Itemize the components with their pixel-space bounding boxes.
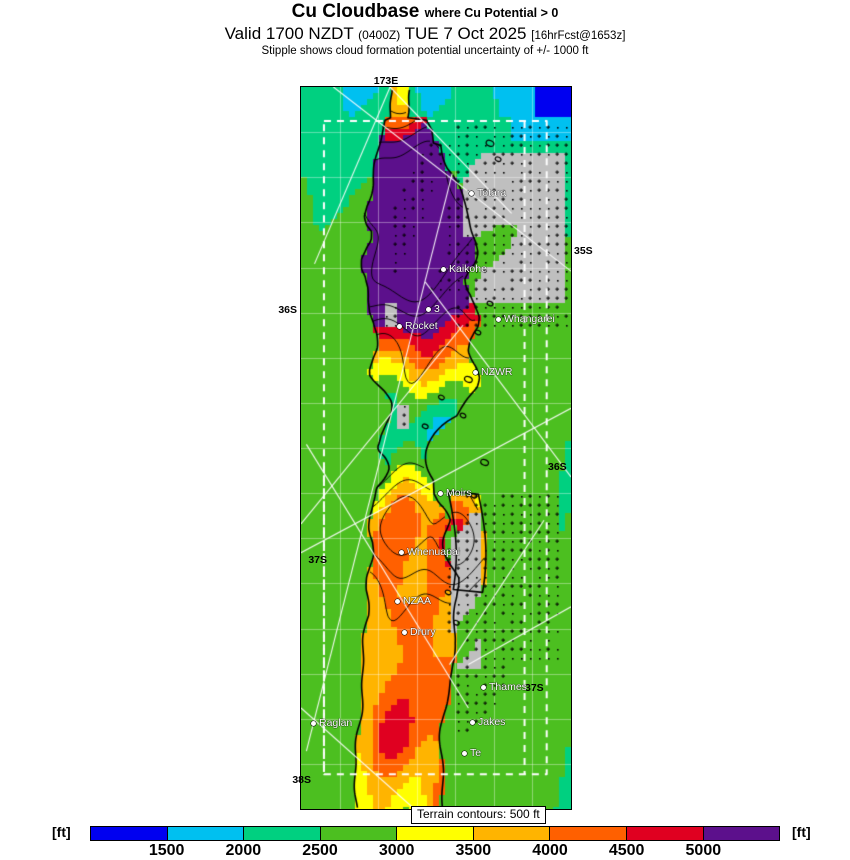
valid-time: Valid 1700 NZDT xyxy=(224,24,354,43)
colorbar-tick-1500: 1500 xyxy=(148,842,185,859)
colorbar-unit-right: [ft] xyxy=(792,824,811,840)
cloudbase-raster[interactable] xyxy=(301,87,571,809)
colorbar[interactable] xyxy=(90,826,780,841)
grid-label-lat-36s-l: 36S xyxy=(278,304,297,316)
colorbar-tick-4500: 4500 xyxy=(608,842,645,859)
colorbar-segment-5 xyxy=(472,827,550,840)
forecast-tag: [16hrFcst@1653z] xyxy=(531,30,626,42)
colorbar-segment-4 xyxy=(396,827,473,840)
colorbar-panel: [ft] [ft] 1500 2000 2500 3000 3500 4000 4500 50… xyxy=(0,824,850,860)
colorbar-tick-4000: 4000 xyxy=(532,842,568,859)
colorbar-segment-2 xyxy=(243,827,320,840)
map-panel[interactable]: 173E 35S 36S 36S 37S 37S 38S Totara Kaikohe Rocke… xyxy=(278,76,593,810)
colorbar-segment-3 xyxy=(319,827,397,840)
colorbar-tick-5000: 5000 xyxy=(685,842,722,859)
title-main-line: Cu Cloudbase where Cu Potential > 0 xyxy=(0,2,850,21)
terrain-contour-note: Terrain contours: 500 ft xyxy=(411,806,546,825)
valid-date: TUE 7 Oct 2025 xyxy=(404,24,527,43)
title-valid-line: Valid 1700 NZDT (0400Z) TUE 7 Oct 2025 [… xyxy=(0,25,850,43)
colorbar-segment-8 xyxy=(702,827,780,840)
colorbar-tick-2500: 2500 xyxy=(302,842,338,859)
grid-label-lon-173e: 173E xyxy=(373,75,399,87)
colorbar-segment-6 xyxy=(549,827,626,840)
colorbar-tick-3500: 3500 xyxy=(455,842,492,859)
colorbar-segment-7 xyxy=(625,827,703,840)
grid-label-lat-35s-r: 35S xyxy=(574,245,593,257)
valid-zulu: (0400Z) xyxy=(358,28,401,42)
title-block: Cu Cloudbase where Cu Potential > 0 Vali… xyxy=(0,2,850,57)
title-subtitle: Stipple shows cloud formation potential … xyxy=(261,44,589,57)
title-qualifier: where Cu Potential > 0 xyxy=(424,6,559,20)
colorbar-segment-0 xyxy=(91,827,167,840)
colorbar-unit-left: [ft] xyxy=(52,824,71,840)
colorbar-tick-3000: 3000 xyxy=(378,842,415,859)
title-main: Cu Cloudbase xyxy=(291,1,420,22)
colorbar-segment-1 xyxy=(166,827,244,840)
colorbar-tick-2000: 2000 xyxy=(225,842,262,859)
